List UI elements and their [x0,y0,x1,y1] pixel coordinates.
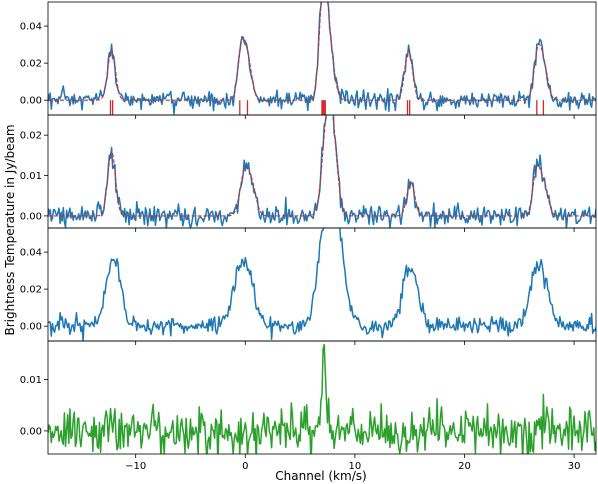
y-tick-label: 0.02 [20,285,42,296]
x-tick-label: 20 [458,461,471,472]
y-tick-label: 0.02 [20,131,42,142]
x-tick-label: 10 [349,461,362,472]
spectrum-line-1 [48,2,596,115]
y-tick-label: 0.00 [20,211,42,222]
x-tick-label: 0 [242,461,248,472]
y-tick-label: 0.02 [20,59,42,70]
spectrum-panel-2: 0.00 0.01 0.02 [20,114,597,232]
x-axis-title: Channel (km/s) [275,469,366,483]
spectrum-line-2 [48,115,596,228]
y-tick-label: 0.00 [20,96,42,107]
y-tick-label: 0.04 [20,22,42,33]
y-tick-label: 0.00 [20,322,42,333]
y-tick-label: 0.01 [20,171,42,182]
spectrum-panel-4: 0.00 0.01 −10 0 10 20 30 [20,340,597,472]
y-tick-label: 0.00 [20,426,42,437]
model-line-2 [48,115,596,217]
y-tick-label: 0.01 [20,375,42,386]
y-tick-label: 0.04 [20,248,42,259]
spectrum-line-4 [48,343,596,454]
panels-group: 0.000.020.040.000.010.020.000.020.040.00… [20,1,597,472]
model-line-1 [48,2,596,101]
spectrum-line-3 [48,228,596,341]
x-tick-label: 30 [568,461,581,472]
y-axis-title: Brightness Temperature in Jy/beam [3,124,17,335]
panel-frame [47,340,597,455]
x-tick-label: −10 [125,461,146,472]
spectrum-panel-1: 0.00 0.02 0.04 [20,1,597,119]
